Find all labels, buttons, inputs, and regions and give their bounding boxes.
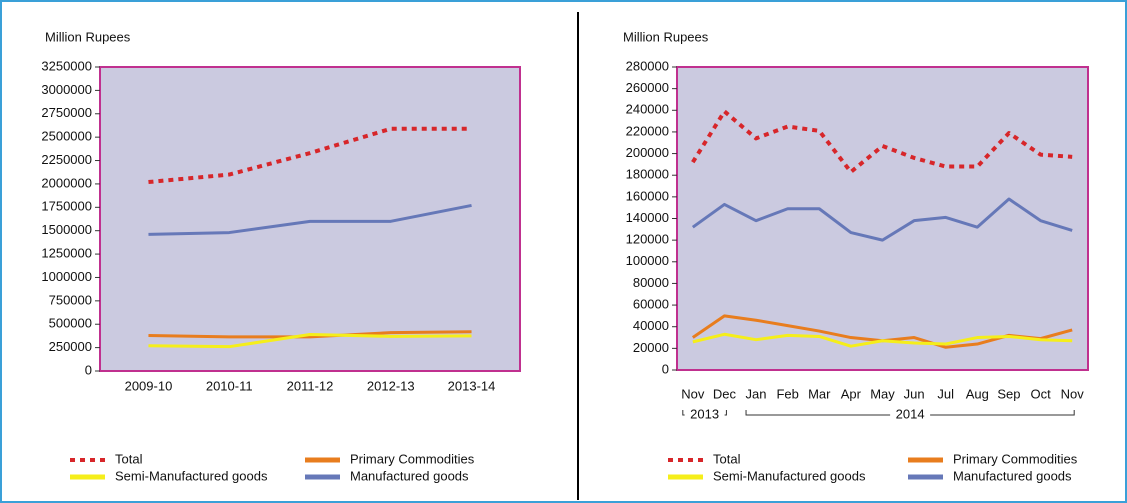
x-tick-label: 2011-12	[287, 378, 334, 393]
legend-label: Primary Commodities	[953, 451, 1078, 466]
y-tick-label: 160000	[626, 188, 669, 203]
y-tick-label: 80000	[633, 275, 669, 290]
year-bracket	[745, 410, 1075, 416]
legend-label: Total	[713, 451, 741, 466]
x-tick-label: Apr	[841, 386, 862, 401]
x-tick-label: Mar	[808, 386, 831, 401]
y-axis-label: Million Rupees	[623, 29, 709, 44]
x-tick-label: 2010-11	[206, 378, 253, 393]
y-tick-label: 2000000	[41, 175, 92, 190]
y-tick-label: 2500000	[41, 129, 92, 144]
plot-area	[676, 66, 1089, 371]
y-tick-label: 180000	[626, 167, 669, 182]
y-tick-label: 40000	[633, 318, 669, 333]
y-tick-label: 140000	[626, 210, 669, 225]
y-tick-label: 200000	[626, 145, 669, 160]
year-label: 2014	[896, 406, 925, 421]
series-line	[692, 332, 1073, 348]
y-tick-label: 220000	[626, 123, 669, 138]
x-tick-label: 2013-14	[448, 378, 496, 393]
y-tick-label: 280000	[626, 58, 669, 73]
legend-label: Manufactured goods	[350, 468, 469, 483]
x-tick-label: Feb	[776, 386, 798, 401]
x-tick-label: Oct	[1030, 386, 1051, 401]
x-tick-label: May	[870, 386, 895, 401]
y-tick-label: 2750000	[41, 105, 92, 120]
x-tick-label: 2012-13	[367, 378, 415, 393]
y-tick-label: 2250000	[41, 152, 92, 167]
y-tick-label: 0	[85, 362, 92, 377]
plot-area	[99, 66, 521, 372]
series-line	[148, 333, 472, 349]
year-label: 2013	[690, 406, 719, 421]
series-line	[691, 109, 1073, 174]
y-tick-label: 240000	[626, 102, 669, 117]
y-tick-label: 750000	[49, 292, 92, 307]
y-tick-label: 1500000	[41, 222, 92, 237]
legend-label: Total	[115, 451, 143, 466]
y-tick-label: 260000	[626, 80, 669, 95]
y-tick-label: 100000	[626, 253, 669, 268]
legend-label: Semi-Manufactured goods	[115, 468, 268, 483]
legend-label: Primary Commodities	[350, 451, 475, 466]
series-line	[148, 203, 472, 236]
y-tick-label: 60000	[633, 297, 669, 312]
x-tick-label: Jun	[904, 386, 925, 401]
y-tick-label: 1250000	[41, 246, 92, 261]
y-tick-label: 3250000	[41, 58, 92, 73]
y-tick-label: 500000	[49, 316, 92, 331]
legend-label: Semi-Manufactured goods	[713, 468, 866, 483]
year-bracket	[682, 410, 727, 416]
y-tick-label: 120000	[626, 232, 669, 247]
series-line	[148, 126, 472, 185]
y-tick-label: 20000	[633, 340, 669, 355]
legend-label: Manufactured goods	[953, 468, 1072, 483]
x-tick-label: Nov	[681, 386, 705, 401]
x-tick-label: 2009-10	[125, 378, 173, 393]
series-line	[691, 197, 1073, 242]
x-tick-label: Jan	[746, 386, 767, 401]
y-tick-label: 1000000	[41, 269, 92, 284]
x-tick-label: Jul	[937, 386, 954, 401]
y-tick-label: 250000	[49, 339, 92, 354]
x-tick-label: Dec	[713, 386, 737, 401]
y-tick-label: 3000000	[41, 82, 92, 97]
y-tick-label: 1750000	[41, 199, 92, 214]
x-tick-label: Nov	[1061, 386, 1085, 401]
x-tick-label: Sep	[997, 386, 1020, 401]
x-tick-label: Aug	[966, 386, 989, 401]
y-tick-label: 0	[662, 361, 669, 376]
y-axis-label: Million Rupees	[45, 29, 131, 44]
series-line	[148, 330, 472, 339]
